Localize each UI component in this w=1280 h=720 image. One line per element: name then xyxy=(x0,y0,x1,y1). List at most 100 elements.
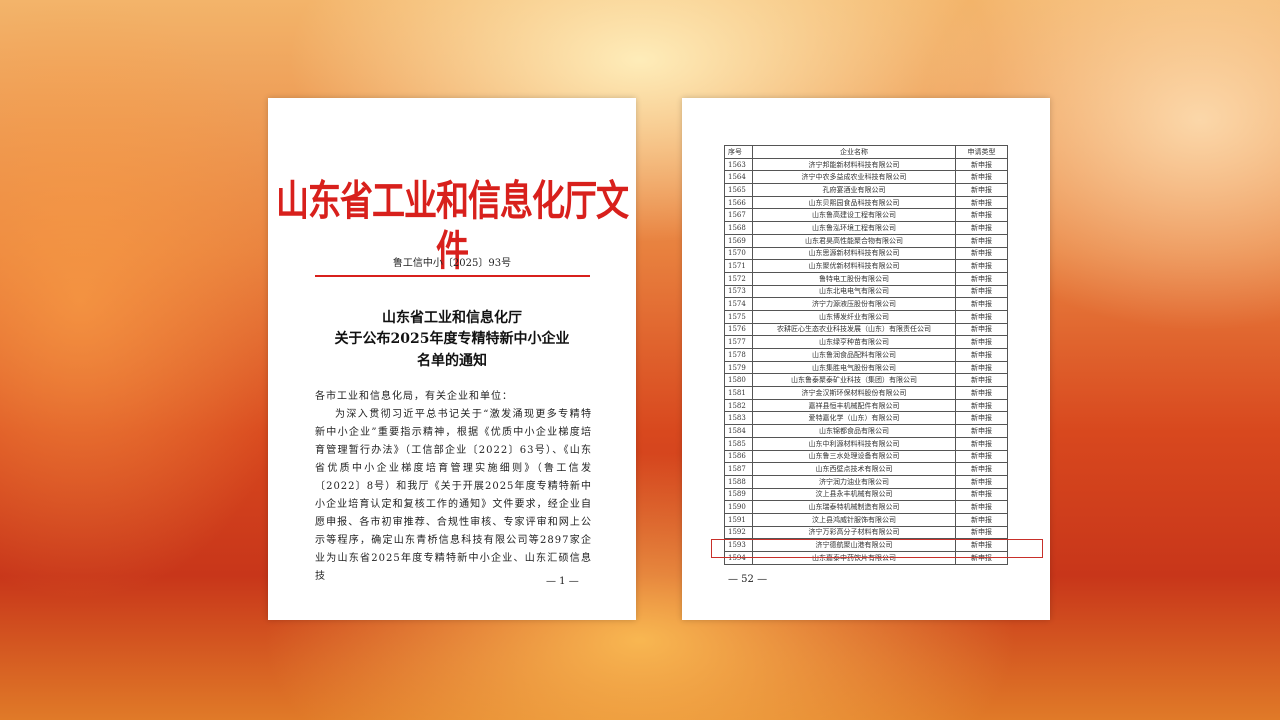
company-cell: 鲁特电工股份有限公司 xyxy=(752,271,956,286)
type-cell: 新申报 xyxy=(955,309,1008,324)
serial-cell: 1573 xyxy=(724,284,753,299)
type-cell: 新申报 xyxy=(955,500,1008,514)
type-cell: 新申报 xyxy=(955,398,1008,413)
company-cell: 济宁万彩高分子材料有限公司 xyxy=(752,525,956,540)
serial-cell: 1576 xyxy=(724,322,753,337)
company-cell: 济宁金汉斯环保材料股份有限公司 xyxy=(752,386,956,400)
company-cell: 山东聚优新材料科技有限公司 xyxy=(752,259,956,273)
page-number: — 1 — xyxy=(546,576,579,587)
highlight-box xyxy=(711,539,1043,558)
table-row: 1591 汶上县鸿威针服饰有限公司 新申报 xyxy=(724,512,1008,527)
serial-cell: 1579 xyxy=(724,360,753,375)
document-header-title: 山东省工业和信息化厅文件 xyxy=(276,176,629,275)
table-row: 1583 爱特嘉化学（山东）有限公司 新申报 xyxy=(724,411,1008,426)
serial-cell: 1578 xyxy=(724,348,753,362)
table-row: 1565 孔府宴酒业有限公司 新申报 xyxy=(724,183,1008,197)
table-row: 1572 鲁特电工股份有限公司 新申报 xyxy=(724,271,1008,286)
type-cell: 新申报 xyxy=(955,246,1008,261)
company-cell: 山东绿亨种苗有限公司 xyxy=(752,335,956,349)
company-cell: 山东瑞泰特机械制造有限公司 xyxy=(752,500,956,514)
serial-cell: 1567 xyxy=(724,208,753,223)
serial-cell: 1582 xyxy=(724,398,753,413)
type-cell: 新申报 xyxy=(955,424,1008,438)
table-row: 1575 山东博发纤业有限公司 新申报 xyxy=(724,309,1008,324)
serial-cell: 1565 xyxy=(724,183,753,197)
company-cell: 济宁邦能新材料科技有限公司 xyxy=(752,157,956,172)
table-row: 1579 山东集胜电气股份有限公司 新申报 xyxy=(724,360,1008,375)
serial-cell: 1570 xyxy=(724,246,753,261)
table-row: 1592 济宁万彩高分子材料有限公司 新申报 xyxy=(724,525,1008,540)
type-cell: 新申报 xyxy=(955,233,1008,248)
type-cell: 新申报 xyxy=(955,373,1008,388)
serial-cell: 1588 xyxy=(724,474,753,489)
document-page-1: 山东省工业和信息化厅文件 鲁工信中小〔2025〕93号 山东省工业和信息化厅 关… xyxy=(268,98,636,620)
serial-cell: 1568 xyxy=(724,221,753,235)
serial-cell: 1569 xyxy=(724,233,753,248)
type-cell: 新申报 xyxy=(955,170,1008,185)
company-cell: 山东鲁三水处理设备有限公司 xyxy=(752,449,956,464)
company-cell: 汶上县鸿威针服饰有限公司 xyxy=(752,512,956,527)
table-row: 1567 山东鲁高建设工程有限公司 新申报 xyxy=(724,208,1008,223)
page-number: — 52 — xyxy=(728,574,768,585)
serial-cell: 1574 xyxy=(724,297,753,311)
table-row: 1576 农耕匠心生态农业科技发展（山东）有限责任公司 新申报 xyxy=(724,322,1008,337)
serial-cell: 1587 xyxy=(724,462,753,476)
type-cell: 新申报 xyxy=(955,411,1008,426)
company-cell: 孔府宴酒业有限公司 xyxy=(752,183,956,197)
document-number: 鲁工信中小〔2025〕93号 xyxy=(392,258,512,269)
table-row: 1584 山东锦都食品有限公司 新申报 xyxy=(724,424,1008,438)
type-cell: 新申报 xyxy=(955,474,1008,489)
company-cell: 爱特嘉化学（山东）有限公司 xyxy=(752,411,956,426)
serial-cell: 1575 xyxy=(724,309,753,324)
type-cell: 新申报 xyxy=(955,512,1008,527)
company-cell: 山东鲁润食品配料有限公司 xyxy=(752,348,956,362)
serial-cell: 1583 xyxy=(724,411,753,426)
type-cell: 新申报 xyxy=(955,208,1008,223)
table-row: 1590 山东瑞泰特机械制造有限公司 新申报 xyxy=(724,500,1008,514)
notice-body: 各市工业和信息化局，有关企业和单位： 为深入贯彻习近平总书记关于“激发涌现更多专… xyxy=(315,388,592,586)
type-cell: 新申报 xyxy=(955,436,1008,451)
table-row: 1571 山东聚优新材料科技有限公司 新申报 xyxy=(724,259,1008,273)
table-header-row: 序号 企业名称 申请类型 xyxy=(724,145,1008,159)
company-cell: 山东鲁泓环境工程有限公司 xyxy=(752,221,956,235)
table-row: 1568 山东鲁泓环境工程有限公司 新申报 xyxy=(724,221,1008,235)
table-row: 1566 山东贝熙园食品科技有限公司 新申报 xyxy=(724,195,1008,210)
serial-cell: 1580 xyxy=(724,373,753,388)
table-row: 1578 山东鲁润食品配料有限公司 新申报 xyxy=(724,348,1008,362)
type-cell: 新申报 xyxy=(955,297,1008,311)
company-cell: 嘉祥县恒丰机械配件有限公司 xyxy=(752,398,956,413)
notice-subtitle-1: 山东省工业和信息化厅 xyxy=(382,310,522,326)
type-cell: 新申报 xyxy=(955,284,1008,299)
document-page-52: 序号 企业名称 申请类型 1563 济宁邦能新材料科技有限公司 新申报 1564 济宁中… xyxy=(682,98,1050,620)
serial-cell: 1586 xyxy=(724,449,753,464)
serial-cell: 1581 xyxy=(724,386,753,400)
table-row: 1577 山东绿亨种苗有限公司 新申报 xyxy=(724,335,1008,349)
type-cell: 新申报 xyxy=(955,462,1008,476)
company-cell: 山东思源新材料科技有限公司 xyxy=(752,246,956,261)
table-row: 1585 山东中利源材料科技有限公司 新申报 xyxy=(724,436,1008,451)
type-cell: 新申报 xyxy=(955,487,1008,502)
type-cell: 新申报 xyxy=(955,195,1008,210)
table-row: 1570 山东思源新材料科技有限公司 新申报 xyxy=(724,246,1008,261)
company-cell: 山东鲁高建设工程有限公司 xyxy=(752,208,956,223)
table-row: 1587 山东西壁点技术有限公司 新申报 xyxy=(724,462,1008,476)
type-cell: 新申报 xyxy=(955,221,1008,235)
type-cell: 新申报 xyxy=(955,335,1008,349)
type-cell: 新申报 xyxy=(955,183,1008,197)
type-cell: 新申报 xyxy=(955,322,1008,337)
table-row: 1586 山东鲁三水处理设备有限公司 新申报 xyxy=(724,449,1008,464)
company-cell: 济宁润力油业有限公司 xyxy=(752,474,956,489)
serial-cell: 1590 xyxy=(724,500,753,514)
company-cell: 山东北电电气有限公司 xyxy=(752,284,956,299)
company-cell: 山东鲁泰聚泰矿业科技（集团）有限公司 xyxy=(752,373,956,388)
serial-cell: 1564 xyxy=(724,170,753,185)
table-row: 1588 济宁润力油业有限公司 新申报 xyxy=(724,474,1008,489)
table-row: 1573 山东北电电气有限公司 新申报 xyxy=(724,284,1008,299)
body-paragraph: 为深入贯彻习近平总书记关于“激发涌现更多专精特新中小企业”重要指示精神，根据《优… xyxy=(315,409,592,582)
serial-cell: 1589 xyxy=(724,487,753,502)
type-cell: 新申报 xyxy=(955,157,1008,172)
company-cell: 山东集胜电气股份有限公司 xyxy=(752,360,956,375)
serial-cell: 1592 xyxy=(724,525,753,540)
serial-cell: 1566 xyxy=(724,195,753,210)
company-cell: 山东西壁点技术有限公司 xyxy=(752,462,956,476)
